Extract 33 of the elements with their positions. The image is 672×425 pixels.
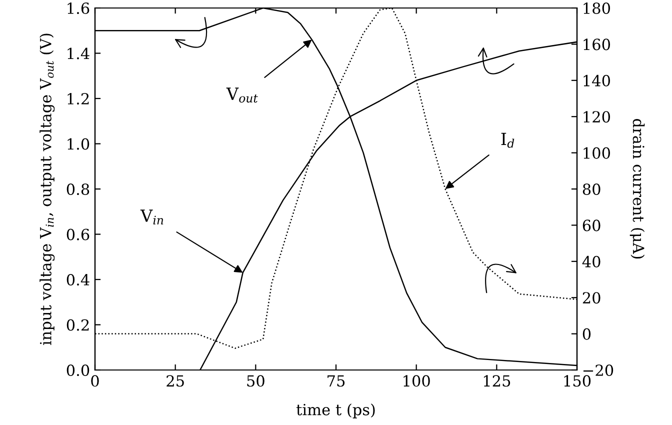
annotation: V$_{in}$ [140, 210, 164, 224]
annotation: V$_{out}$ [226, 88, 258, 103]
y-tick-label: 1.2 [68, 92, 89, 105]
y-tick-label: 1.6 [68, 2, 90, 14]
y2-tick-label: 20 [582, 292, 600, 304]
y-tick-label: 0.2 [66, 319, 89, 331]
y-tick-label: 0.6 [66, 228, 90, 240]
y2-tick-label: 160 [584, 38, 610, 50]
y-tick-label: 0.4 [66, 274, 90, 286]
x-tick-label: 25 [166, 375, 184, 387]
y2-tick-label: 80 [582, 183, 600, 196]
x-tick-label: 75 [328, 375, 345, 387]
y2-tick-label: 140 [584, 74, 610, 86]
y-tick-label: 0.8 [66, 183, 90, 196]
x-tick-label: 0 [91, 375, 99, 387]
y-tick-label: 1.0 [68, 138, 90, 150]
y-tick-label: 1.4 [68, 48, 90, 60]
x-axis-title: time t (ps) [296, 404, 375, 418]
y2-tick-label: 120 [584, 111, 610, 123]
y2-tick-label: 0 [582, 328, 591, 340]
annotation: I$_{d}$ [501, 132, 514, 148]
y2-tick-label: 60 [582, 220, 600, 232]
y-tick-label: 0.0 [66, 364, 90, 376]
x-tick-label: 50 [247, 375, 264, 387]
y2-tick-label: 100 [584, 147, 610, 159]
x-tick-label: 125 [484, 375, 510, 387]
x-tick-label: 100 [404, 375, 430, 387]
y-axis-title: input voltage V$_{in}$, output voltage V$_{out}$ (V) [40, 34, 55, 345]
x-tick-label: 150 [564, 375, 591, 387]
y2-axis-title: drain current (μA) [630, 118, 645, 259]
y2-tick-label: −20 [583, 364, 614, 376]
y2-tick-label: 40 [582, 256, 600, 268]
y2-tick-label: 180 [584, 2, 610, 14]
